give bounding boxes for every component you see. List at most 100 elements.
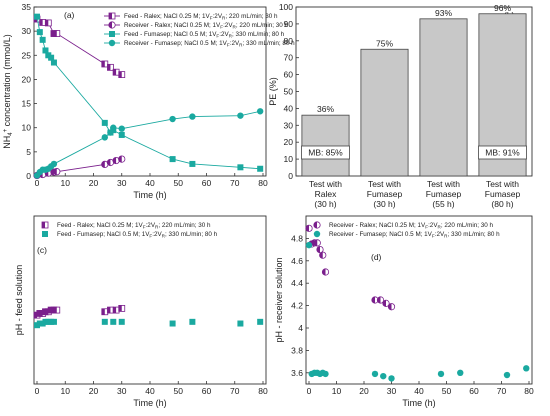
panel-3-series-1	[305, 241, 530, 382]
panel-0-point-3-11	[169, 115, 176, 123]
panel-2-point-0-11-fill	[118, 305, 122, 312]
legend-text-part: ; 220 mL/min; 30 h	[158, 222, 211, 229]
panel-1-ytick-label-7: 70	[284, 53, 294, 63]
panel-2-point-0-1-fill	[36, 310, 40, 317]
panel-0-point-2-12	[189, 160, 196, 167]
panel-1-category-1-0: Test with	[368, 179, 401, 189]
panel-0-point-2-0	[34, 13, 40, 20]
panel-3-point-0-10-fill	[388, 303, 392, 310]
legend-text-part: ; 330 mL/min; 80 h	[447, 231, 500, 238]
legend-text-part: :2V	[428, 222, 438, 229]
panel-0-series-line-3	[36, 110, 261, 176]
panel-0-point-0-5-fill	[101, 60, 105, 67]
panel-1-bar-value-0: 36%	[317, 104, 334, 114]
panel-3-point-0-0	[305, 224, 313, 232]
legend-text-part: ; 330 mL/min; 80 h	[242, 40, 295, 47]
panel-3-ytick-label-0: 3.6	[291, 368, 303, 378]
panel-3-label: (d)	[371, 252, 382, 262]
panel-0-point-0-8-fill	[118, 71, 122, 78]
panel-3-point-0-4-fill	[316, 246, 320, 253]
panel-1-ytick-label-1: 10	[284, 154, 294, 164]
panel-0-point-2-3	[42, 47, 49, 54]
panel-0-xtick-label-8: 80	[258, 178, 268, 188]
panel-2: 0 10 20 30 40 50 60 70 80 Time (h) pH - feed solut…	[14, 215, 268, 408]
panel-3-ytick-label-4: 4.4	[291, 278, 303, 288]
legend-text-part: F	[425, 225, 428, 230]
legend-text-part: ; 220 mL/min; 30 h	[236, 22, 289, 29]
panel-1-annotation-1: MB: 91%	[485, 148, 520, 158]
legend-text-part: F	[210, 16, 213, 21]
legend-text-part: R	[162, 234, 166, 239]
panel-3-legend-marker-1	[313, 230, 321, 238]
panel-0-point-1-6-fill	[107, 159, 111, 166]
panel-3-point-0-4	[316, 246, 324, 254]
legend-text-part: ; 330 mL/min; 80 h	[165, 231, 218, 238]
panel-1-ytick-label-10: 100	[279, 2, 293, 12]
panel-1-category-0-2: (30 h)	[314, 199, 336, 209]
panel-0-point-2-10	[118, 131, 125, 138]
panel-3: 0 10 20 30 40 50 60 70 80 3.6 3.8 4 4.2 4.4 4.6 4.8 Time…	[274, 215, 534, 408]
panel-3-xtick-label-6: 60	[469, 386, 479, 396]
panel-2-xtick-label-3: 30	[117, 386, 127, 396]
legend-text-part: Receiver - Ralex; NaCl 0.25 M; 1V	[329, 222, 426, 229]
panel-0-point-2-2	[39, 36, 46, 43]
panel-0-point-3-8	[107, 129, 114, 136]
legend-text-part: :2V	[223, 22, 233, 29]
panel-2-point-0-8	[101, 308, 109, 316]
panel-0-point-0-7-fill	[113, 69, 117, 76]
panel-3-ytick-label-2: 4	[298, 323, 303, 333]
ylabel-part: 4	[8, 132, 14, 136]
panel-1-category-0-0: Test with	[309, 179, 342, 189]
panel-3-ylabel: pH - receiver solution	[274, 257, 284, 342]
panel-0-point-3-7	[101, 134, 109, 141]
panel-0-xtick-label-7: 70	[230, 178, 240, 188]
panel-1-bar-0	[301, 114, 350, 177]
panel-0-legend-marker-2	[109, 31, 115, 37]
panel-2-point-0-10	[112, 306, 120, 314]
panel-0-legend-marker-0	[108, 12, 116, 20]
panel-2-point-1-9	[118, 318, 125, 325]
panel-1-ytick-label-2: 20	[284, 137, 294, 147]
panel-1-annotation-box-1	[478, 145, 527, 160]
panel-2-point-0-10-fill	[113, 307, 117, 314]
panel-0-xtick-label-3: 30	[117, 178, 127, 188]
panel-0-xtick-label-4: 40	[145, 178, 155, 188]
panel-0-ytick-label-4: 20	[22, 74, 32, 84]
ylabel-part: NH	[2, 136, 12, 149]
panel-0-point-1-3-fill	[50, 168, 54, 176]
panel-1-bar-1	[360, 48, 409, 177]
panel-3-ytick-label-1: 3.8	[291, 345, 303, 355]
panel-3-xtick-label-3: 30	[387, 386, 397, 396]
panel-2-series-1	[34, 318, 264, 329]
panel-1-ytick-label-0: 0	[288, 171, 293, 181]
panel-1-category-1-1: Fumasep	[367, 189, 403, 199]
panel-0-legend-marker-0-fill	[109, 13, 112, 19]
panel-0-point-3-6	[50, 160, 58, 168]
panel-2-xtick-label-1: 10	[61, 386, 71, 396]
panel-0-point-0-2-fill	[45, 19, 49, 26]
panel-3-point-1-9	[388, 375, 395, 382]
panel-3-point-0-3	[313, 239, 321, 247]
legend-text-part: F	[216, 34, 219, 39]
ylabel-part: concentration (mmol/L)	[2, 34, 12, 129]
panel-1-ytick-label-5: 50	[284, 87, 294, 97]
panel-2-xtick-label-6: 60	[202, 386, 212, 396]
panel-3-point-0-6-fill	[322, 268, 326, 276]
legend-text-part: :2V	[230, 40, 240, 47]
panel-3-legend-marker-0	[313, 221, 321, 229]
panel-0-xtick-label-6: 60	[202, 178, 212, 188]
panel-1-bar-2	[419, 18, 468, 177]
panel-3-point-0-0-fill	[305, 225, 309, 232]
panel-2-point-1-8	[110, 318, 117, 325]
panel-2-frame	[33, 215, 267, 385]
panel-3-xtick-label-1: 10	[332, 386, 342, 396]
panel-2-point-0-7	[53, 306, 61, 314]
panel-0-point-1-5	[101, 160, 109, 169]
panel-3-legend: Receiver - Ralex; NaCl 0.25 M; 1VF:2VR; …	[313, 221, 500, 239]
panel-0-legend-label-3: Receiver - Fumasep; NaCl 0.5 M; 1VF:2VR;…	[124, 40, 295, 48]
panel-0-legend-marker-1	[108, 21, 116, 29]
panel-3-xtick-label-2: 20	[359, 386, 369, 396]
panel-0-ytick-label-6: 30	[22, 26, 32, 36]
panel-0-ytick-label-0: 0	[26, 171, 31, 181]
